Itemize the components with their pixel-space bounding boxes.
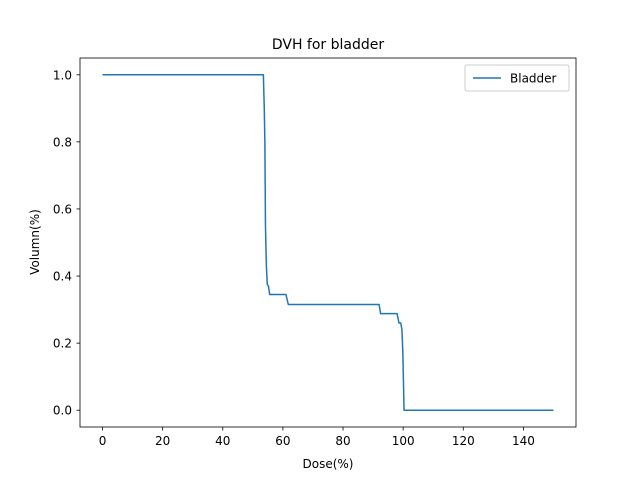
y-tick-label: 0.4 <box>53 270 72 284</box>
y-axis-label: Volumn(%) <box>28 209 42 275</box>
y-tick-label: 0.0 <box>53 404 72 418</box>
x-tick-label: 40 <box>215 434 230 448</box>
legend-label: Bladder <box>510 72 557 86</box>
chart-title: DVH for bladder <box>272 37 385 53</box>
x-tick-label: 60 <box>275 434 290 448</box>
axes-frame <box>79 57 577 428</box>
y-tick-label: 1.0 <box>53 68 72 82</box>
x-tick-label: 80 <box>335 434 350 448</box>
y-tick-label: 0.2 <box>53 337 72 351</box>
x-tick-label: 20 <box>155 434 170 448</box>
x-tick-label: 100 <box>392 434 415 448</box>
x-tick-label: 120 <box>452 434 475 448</box>
series-line-bladder <box>102 74 554 411</box>
x-tick-label: 140 <box>512 434 535 448</box>
x-tick-label: 0 <box>99 434 107 448</box>
y-tick-label: 0.8 <box>53 135 72 149</box>
plot-area: 0 20 40 60 80 100 120 140 0.0 0.2 0.4 0.6 0.8 1.0 Blad… <box>53 57 577 448</box>
x-axis-label: Dose(%) <box>303 457 354 471</box>
legend-box <box>464 64 570 92</box>
y-tick-label: 0.6 <box>53 202 72 216</box>
